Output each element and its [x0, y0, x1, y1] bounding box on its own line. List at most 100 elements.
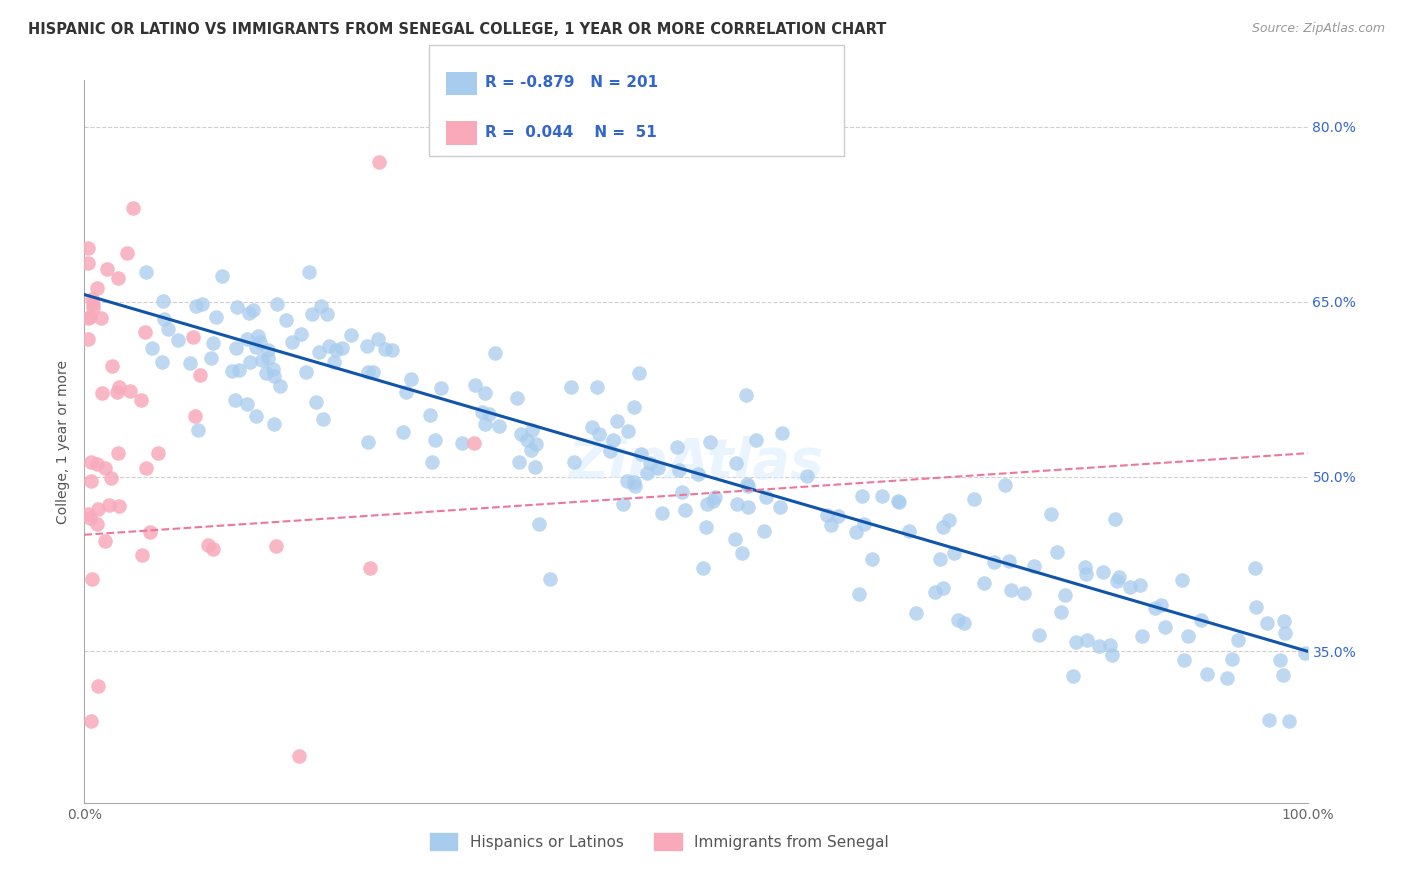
Point	[755, 490, 778, 504]
Point	[520, 442, 543, 457]
Point	[1150, 598, 1173, 612]
Point	[637, 467, 659, 481]
Point	[668, 462, 690, 476]
Point	[356, 339, 378, 353]
Point	[79, 714, 101, 729]
Point	[1144, 601, 1167, 615]
Point	[638, 456, 661, 470]
Point	[932, 520, 955, 534]
Point	[1099, 639, 1122, 653]
Point	[754, 524, 776, 538]
Point	[86, 281, 108, 295]
Point	[699, 434, 721, 449]
Point	[508, 455, 530, 469]
Point	[1101, 648, 1123, 663]
Point	[121, 202, 143, 216]
Point	[264, 539, 287, 553]
Point	[129, 392, 152, 407]
Point	[1226, 633, 1249, 648]
Point	[184, 299, 207, 313]
Point	[150, 355, 173, 369]
Point	[737, 500, 759, 514]
Point	[527, 517, 550, 532]
Point	[245, 409, 267, 423]
Point	[134, 325, 156, 339]
Point	[602, 433, 624, 447]
Point	[725, 456, 748, 470]
Point	[510, 427, 533, 442]
Point	[425, 434, 447, 448]
Point	[474, 386, 496, 401]
Point	[745, 433, 768, 447]
Point	[463, 436, 485, 450]
Point	[395, 385, 418, 400]
Point	[1049, 605, 1071, 619]
Point	[1024, 558, 1046, 573]
Point	[688, 467, 710, 482]
Point	[769, 500, 792, 515]
Point	[281, 335, 304, 350]
Point	[262, 362, 284, 376]
Point	[1087, 640, 1109, 654]
Point	[673, 503, 696, 517]
Point	[848, 587, 870, 601]
Point	[1220, 652, 1243, 666]
Point	[94, 533, 117, 548]
Point	[274, 313, 297, 327]
Point	[246, 328, 269, 343]
Point	[827, 509, 849, 524]
Point	[1173, 652, 1195, 666]
Point	[520, 423, 543, 437]
Point	[77, 332, 100, 346]
Point	[484, 346, 506, 360]
Point	[188, 368, 211, 382]
Point	[77, 241, 100, 255]
Point	[516, 433, 538, 447]
Point	[86, 679, 108, 693]
Point	[228, 362, 250, 376]
Point	[695, 520, 717, 534]
Point	[157, 322, 180, 336]
Point	[311, 412, 333, 426]
Point	[538, 572, 561, 586]
Point	[79, 474, 101, 488]
Point	[301, 307, 323, 321]
Point	[464, 378, 486, 392]
Point	[139, 524, 162, 539]
Point	[290, 326, 312, 341]
Point	[325, 343, 347, 358]
Point	[599, 443, 621, 458]
Point	[973, 576, 995, 591]
Point	[308, 344, 330, 359]
Point	[994, 477, 1017, 491]
Text: ZipAtlas: ZipAtlas	[568, 436, 824, 491]
Point	[1171, 573, 1194, 587]
Point	[419, 408, 441, 422]
Text: R =  0.044    N =  51: R = 0.044 N = 51	[485, 125, 657, 139]
Point	[330, 341, 353, 355]
Point	[97, 498, 120, 512]
Point	[82, 301, 104, 315]
Point	[245, 340, 267, 354]
Point	[1278, 714, 1301, 729]
Point	[269, 378, 291, 392]
Point	[1000, 583, 1022, 598]
Point	[167, 333, 190, 347]
Point	[623, 475, 645, 489]
Point	[889, 495, 911, 509]
Point	[77, 310, 100, 325]
Point	[183, 330, 205, 344]
Point	[239, 355, 262, 369]
Point	[1046, 544, 1069, 558]
Point	[617, 424, 640, 438]
Point	[295, 365, 318, 379]
Point	[1197, 667, 1219, 681]
Point	[612, 497, 634, 511]
Point	[1274, 626, 1296, 640]
Point	[870, 489, 893, 503]
Point	[474, 417, 496, 431]
Point	[796, 469, 818, 483]
Point	[107, 446, 129, 460]
Point	[96, 261, 118, 276]
Point	[263, 417, 285, 431]
